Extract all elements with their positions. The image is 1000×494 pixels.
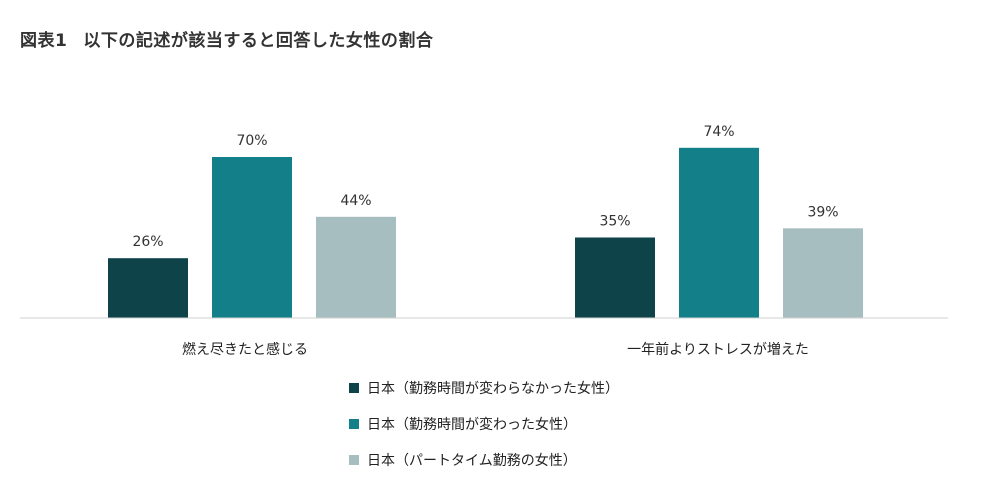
legend-swatch-unchanged-hours [349, 383, 359, 393]
title-text: 以下の記述が該当すると回答した女性の割合 [83, 31, 434, 51]
value-label-stress-increase-changed-hours: 74% [703, 124, 734, 140]
value-labels-group: 26% 70% 44% 35% 74% 39% [132, 124, 838, 250]
value-label-burnout-changed-hours: 70% [236, 133, 267, 149]
value-label-stress-increase-part-time: 39% [807, 204, 838, 220]
bar-stress-increase-part-time [783, 228, 863, 318]
category-label-stress-increase: 一年前よりストレスが増えた [627, 341, 809, 358]
bar-burnout-changed-hours [212, 157, 292, 318]
legend-label-unchanged-hours: 日本（勤務時間が変わらなかった女性） [367, 381, 619, 397]
legend-item-unchanged-hours: 日本（勤務時間が変わらなかった女性） [349, 378, 619, 398]
value-label-burnout-part-time: 44% [340, 193, 371, 209]
value-label-burnout-unchanged-hours: 26% [132, 234, 163, 250]
bars-group [108, 147, 863, 318]
chart-title: 図表1 以下の記述が該当すると回答した女性の割合 [20, 26, 433, 51]
bar-burnout-part-time [316, 216, 396, 318]
value-label-stress-increase-unchanged-hours: 35% [599, 214, 630, 230]
legend-item-part-time: 日本（パートタイム勤務の女性） [349, 450, 619, 470]
category-label-burnout: 燃え尽きたと感じる [182, 341, 308, 358]
category-labels-group: 燃え尽きたと感じる 一年前よりストレスが増えた [182, 341, 809, 358]
legend-swatch-changed-hours [349, 419, 359, 429]
legend: 日本（勤務時間が変わらなかった女性） 日本（勤務時間が変わった女性） 日本（パー… [349, 378, 619, 486]
bar-burnout-unchanged-hours [108, 258, 188, 318]
legend-label-changed-hours: 日本（勤務時間が変わった女性） [367, 417, 577, 433]
bar-stress-increase-unchanged-hours [575, 237, 655, 318]
legend-label-part-time: 日本（パートタイム勤務の女性） [367, 453, 577, 469]
figure-number: 図表1 [20, 31, 68, 51]
bar-stress-increase-changed-hours [679, 147, 759, 318]
legend-swatch-part-time [349, 455, 359, 465]
legend-item-changed-hours: 日本（勤務時間が変わった女性） [349, 414, 619, 434]
